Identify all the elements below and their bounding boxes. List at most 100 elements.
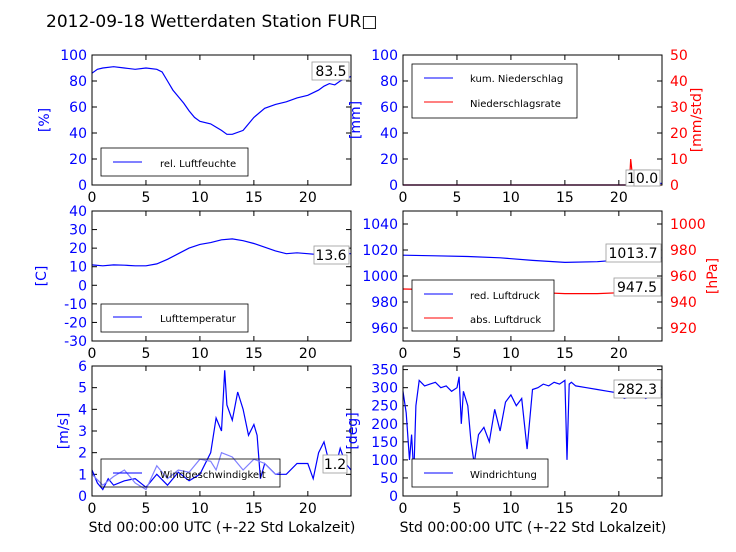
x-tick-label: 5 — [452, 346, 461, 362]
y-tick-label: -30 — [64, 334, 87, 350]
y-tick-label: 980 — [371, 295, 398, 311]
windspeed-ylabel: [m/s] — [56, 413, 72, 450]
humidity-annotation: 83.5 — [311, 61, 350, 81]
y-tick-label: 1040 — [362, 217, 398, 233]
y-tick-label: 80 — [69, 74, 87, 90]
legend-box — [411, 63, 578, 119]
y2-tick-label: 980 — [670, 243, 697, 259]
temperature-axes: 0 5 10 15 20 -30 -20 -10 0 10 20 30 40 — [64, 204, 351, 362]
y-tick-label: 250 — [371, 399, 398, 415]
series-line — [91, 451, 282, 491]
y-tick-label: -10 — [64, 297, 87, 313]
x-tick-label: 5 — [141, 190, 150, 206]
y2-tick-label: 940 — [670, 295, 697, 311]
annotation-text: 0.0 — [636, 171, 658, 187]
annotation-box — [313, 245, 350, 265]
y-tick-label: 2 — [78, 446, 87, 462]
annotation-box — [322, 454, 348, 474]
y-tick-label: 350 — [371, 363, 398, 379]
legend-label: Niederschlagsrate — [470, 99, 561, 110]
y-tick-label: 20 — [380, 152, 398, 168]
y-tick-label: 1000 — [362, 269, 398, 285]
x-tick-label: 5 — [452, 501, 461, 517]
legend-label: abs. Luftdruck — [470, 315, 541, 326]
temperature-frame — [91, 210, 352, 342]
humidity-frame — [91, 54, 352, 186]
windspeed-lines — [91, 370, 352, 491]
legend-label: Windrichtung — [470, 470, 537, 481]
series-line — [402, 376, 662, 475]
y-tick-label: -20 — [64, 315, 87, 331]
x-tick-label: 5 — [141, 501, 150, 517]
x-tick-label: 10 — [191, 501, 209, 517]
x-tick-label: 0 — [88, 190, 97, 206]
y-tick-label: 0 — [78, 489, 87, 505]
y-tick-label: 30 — [69, 223, 87, 239]
x-tick-label: 20 — [299, 501, 317, 517]
precip-legend: kum. Niederschlag Niederschlagsrate — [411, 63, 578, 119]
x-tick-label: 15 — [245, 501, 263, 517]
winddir-ylabel: [deg] — [345, 412, 361, 449]
temperature-annotation: 13.6 — [313, 245, 350, 265]
panel-temperature: [C] 0 5 10 15 20 -30 -20 -10 0 10 20 30 40 Lufttempe… — [34, 204, 352, 362]
y-tick-label: 100 — [371, 48, 398, 64]
temperature-lines — [91, 238, 351, 267]
winddir-annotation: 282.3 — [613, 379, 662, 399]
x-tick-label: 15 — [245, 190, 263, 206]
x-tick-label: 10 — [502, 501, 520, 517]
winddir-frame — [402, 365, 663, 497]
x-tick-label: 15 — [556, 501, 574, 517]
annotation-text: 1.2 — [324, 457, 346, 473]
winddir-xlabel: Std 00:00:00 UTC (+-22 Std Lokalzeit) — [400, 520, 667, 536]
pressure-y2label: [hPa] — [705, 258, 721, 294]
precip-lines — [403, 158, 662, 186]
panel-precipitation: [mm] [mm/std] 0 5 10 15 20 0 20 40 60 80 100 0 10 20 3… — [348, 48, 705, 206]
winddir-legend: Windrichtung — [411, 458, 549, 488]
y2-tick-label: 50 — [670, 48, 688, 64]
windspeed-annotation: 1.2 — [322, 454, 348, 474]
temperature-legend: Lufttemperatur — [100, 303, 249, 333]
figure-title: 2012-09-18 Wetterdaten Station FUR□ — [46, 12, 377, 32]
y-tick-label: 0 — [78, 178, 87, 194]
pressure-axes: 0 5 10 15 20 960 980 1000 1020 1040 920 940 960 980 10… — [362, 211, 706, 362]
panel-windspeed: [m/s] 0 5 10 15 20 0 1 2 3 4 5 6 Windgeschwindigkei… — [56, 359, 355, 536]
y-tick-label: 50 — [380, 471, 398, 487]
y-tick-label: 6 — [78, 359, 87, 375]
y-tick-label: 80 — [380, 74, 398, 90]
x-tick-label: 20 — [610, 190, 628, 206]
annotation-box — [311, 61, 350, 81]
series-line — [403, 158, 662, 186]
annotation-text: 1013.7 — [609, 246, 658, 262]
y2-tick-label: 40 — [670, 74, 688, 90]
y-tick-label: 100 — [60, 48, 87, 64]
pressure-frame — [402, 210, 663, 342]
legend-label: Windgeschwindigkeit — [160, 470, 266, 481]
y2-tick-label: 920 — [670, 321, 697, 337]
precip-axes: 0 5 10 15 20 0 20 40 60 80 100 0 10 20 30 40 50 — [371, 48, 688, 206]
series-line — [91, 66, 352, 135]
precip-y2label: [mm/std] — [689, 88, 705, 153]
y-tick-label: 20 — [69, 241, 87, 257]
x-tick-label: 0 — [399, 190, 408, 206]
x-tick-label: 0 — [88, 346, 97, 362]
precip-ylabel: [mm] — [348, 101, 364, 139]
x-tick-label: 10 — [502, 346, 520, 362]
legend-label: Lufttemperatur — [160, 314, 237, 325]
humidity-ylabel: [%] — [37, 108, 53, 132]
x-tick-label: 15 — [556, 190, 574, 206]
humidity-axes: 0 5 10 15 20 0 20 40 60 80 100 — [60, 48, 351, 206]
y-tick-label: 0 — [78, 278, 87, 294]
winddir-lines — [402, 376, 662, 475]
y2-tick-label: 30 — [670, 100, 688, 116]
annotation-box — [633, 169, 661, 187]
y-tick-label: 300 — [371, 381, 398, 397]
humidity-legend: rel. Luftfeuchte — [100, 147, 249, 177]
y-tick-label: 40 — [380, 126, 398, 142]
annotation-box — [613, 379, 662, 399]
x-tick-label: 10 — [191, 190, 209, 206]
y-tick-label: 0 — [389, 489, 398, 505]
annotation-text: 83.5 — [315, 64, 346, 80]
x-tick-label: 20 — [299, 346, 317, 362]
